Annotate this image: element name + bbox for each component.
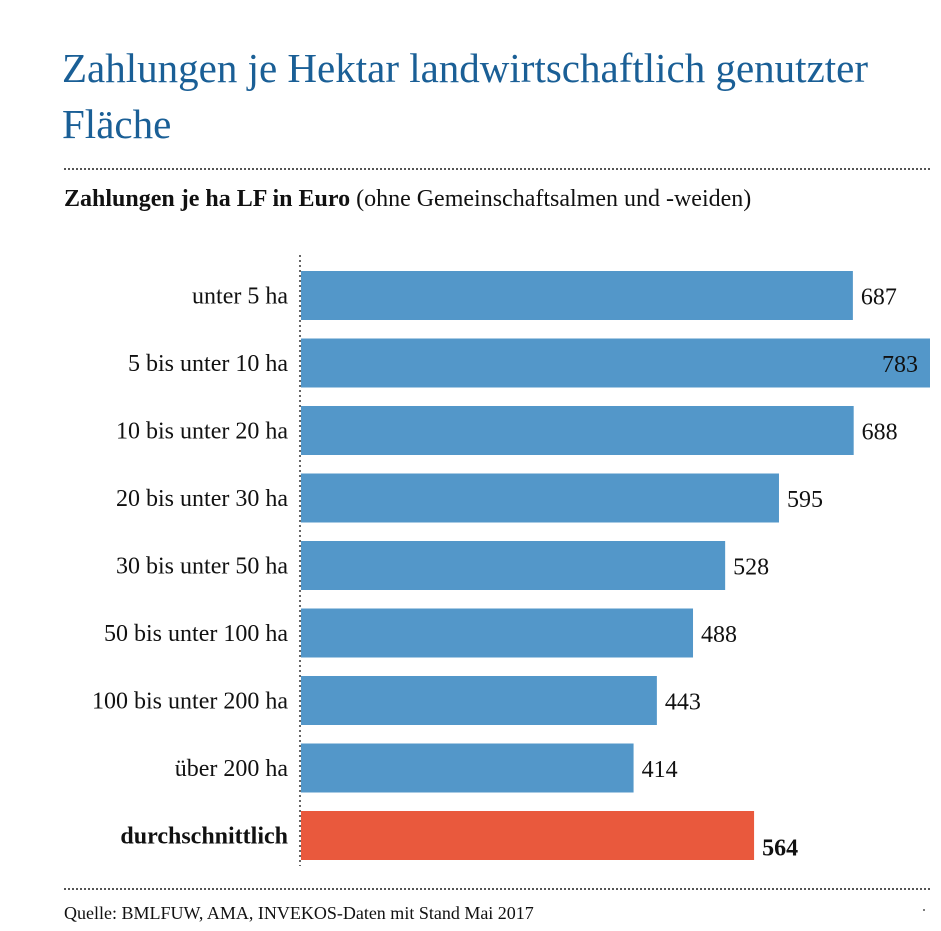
bar-1: [301, 338, 930, 388]
value-label: 528: [733, 555, 769, 581]
bar-average: [301, 811, 755, 860]
corner-dot: [923, 909, 925, 911]
category-label: 50 bis unter 100 ha: [104, 621, 288, 647]
bar-chart: unter 5 ha 687 5 bis unter 10 ha 783 10 bis …: [92, 255, 930, 866]
top-divider: [64, 168, 930, 170]
bar-5: [301, 608, 694, 658]
category-label: unter 5 ha: [192, 284, 288, 310]
bar-4: [301, 541, 726, 590]
category-label: 100 bis unter 200 ha: [92, 689, 288, 715]
value-label: 595: [787, 487, 823, 513]
chart-subtitle: Zahlungen je ha LF in Euro (ohne Gemeins…: [64, 183, 751, 215]
source-note: Quelle: BMLFUW, AMA, INVEKOS-Daten mit S…: [64, 903, 534, 923]
category-label: 10 bis unter 20 ha: [116, 419, 288, 445]
chart-title: Zahlungen je Hektar landwirtschaftlich g…: [62, 45, 869, 147]
value-label: 564: [762, 836, 798, 862]
category-label: über 200 ha: [175, 756, 289, 782]
category-label: 5 bis unter 10 ha: [128, 351, 288, 377]
bar-0: [301, 271, 853, 320]
category-label: 30 bis unter 50 ha: [116, 554, 288, 580]
value-label: 414: [642, 757, 678, 783]
category-label: 20 bis unter 30 ha: [116, 486, 288, 512]
value-label: 443: [665, 690, 701, 716]
bar-2: [301, 406, 854, 455]
value-label: 783: [882, 352, 918, 378]
bottom-divider: [64, 888, 930, 890]
category-label: durchschnittlich: [120, 824, 288, 850]
subtitle-note: (ohne Gemeinschaftsalmen und -weiden): [356, 186, 752, 212]
value-label: 687: [861, 285, 897, 311]
bar-3: [301, 473, 779, 523]
subtitle-bold: Zahlungen je ha LF in Euro: [64, 186, 351, 212]
value-label: 688: [862, 420, 898, 446]
value-label: 488: [701, 622, 737, 648]
bar-6: [301, 676, 657, 725]
bar-7: [301, 743, 634, 793]
